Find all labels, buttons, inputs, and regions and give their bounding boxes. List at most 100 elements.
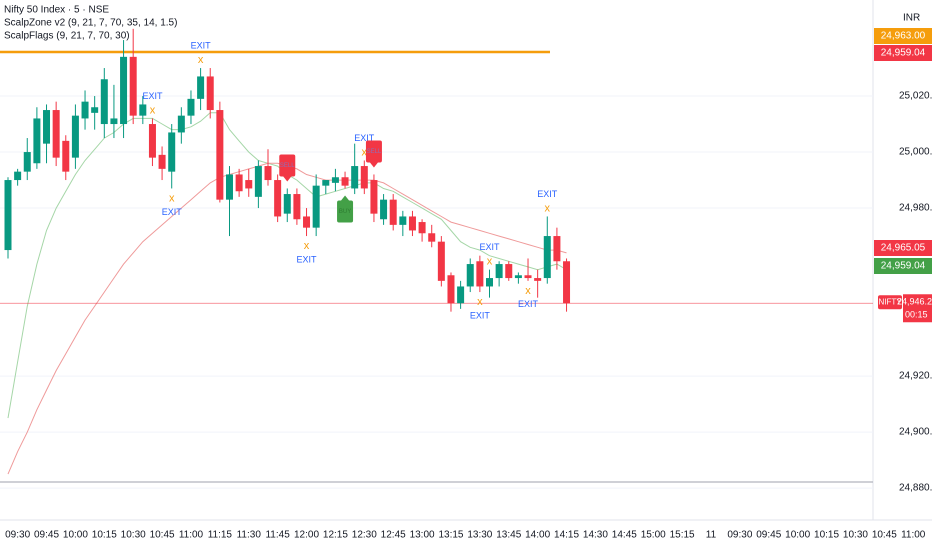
- candle-body: [418, 222, 426, 234]
- signal-tag: [279, 154, 296, 177]
- x-tick-label: 09:30: [5, 530, 30, 541]
- price-badge-label: 24,965.05: [881, 243, 926, 254]
- signal-tag-label: SELL: [367, 149, 382, 155]
- signal-label: EXIT: [470, 310, 491, 320]
- candle-body: [177, 115, 185, 133]
- candle-body: [129, 56, 137, 116]
- x-tick-label: 13:30: [467, 530, 492, 541]
- price-badge-label: 24,963.00: [881, 31, 926, 42]
- x-tick-label: 11:45: [265, 530, 290, 541]
- signal-tag-pointer: [283, 176, 292, 182]
- candle-body: [447, 275, 455, 304]
- signal-label: EXIT: [162, 207, 183, 217]
- candle-body: [312, 185, 320, 228]
- candle-body: [495, 264, 503, 279]
- last-price-badge: [903, 294, 932, 323]
- signal-label: x: [304, 240, 310, 252]
- candle-body: [52, 110, 60, 158]
- signal-label: x: [477, 296, 483, 308]
- x-tick-label: 11:00: [179, 530, 204, 541]
- candle-body: [341, 177, 349, 186]
- candle-body: [524, 275, 532, 279]
- x-tick-label: 14:15: [554, 530, 579, 541]
- signal-tag-pointer: [341, 195, 350, 201]
- x-tick-label: 15:15: [670, 530, 695, 541]
- x-tick-label: 14:30: [583, 530, 608, 541]
- price-badge: [874, 258, 932, 274]
- signal-label: x: [487, 256, 493, 268]
- candle-body: [120, 56, 128, 125]
- candle-body: [254, 166, 262, 197]
- x-tick-label: 15:00: [641, 530, 666, 541]
- x-tick-label: 13:00: [410, 530, 435, 541]
- last-price-label: 24,946.20: [897, 297, 932, 307]
- x-tick-label: 09:30: [727, 530, 752, 541]
- signal-label: x: [198, 54, 204, 66]
- signal-label: EXIT: [479, 242, 500, 252]
- x-tick-label: 14:45: [612, 530, 637, 541]
- candle-body: [274, 180, 282, 217]
- x-tick-label: 11:00: [901, 530, 926, 541]
- candle-body: [264, 166, 272, 181]
- y-tick-label: 25,020.00: [899, 91, 932, 102]
- signal-label: x: [545, 202, 551, 214]
- candle-body: [476, 261, 484, 287]
- candle-body: [543, 236, 551, 279]
- candle-body: [505, 264, 513, 279]
- x-tick-label: 09:45: [34, 530, 59, 541]
- candle-body: [399, 216, 407, 225]
- candle-body: [457, 286, 465, 304]
- y-tick-label: 25,000.00: [899, 147, 932, 158]
- signal-label: EXIT: [518, 299, 539, 309]
- x-tick-label: 11:15: [208, 530, 233, 541]
- candle-body: [514, 275, 522, 279]
- x-tick-label: 10:45: [150, 530, 175, 541]
- signal-tag: [337, 200, 354, 223]
- x-tick-label: 11:30: [237, 530, 262, 541]
- countdown-label: 00:15: [905, 310, 928, 320]
- candle-body: [380, 199, 388, 220]
- candle-body: [245, 180, 253, 189]
- candle-body: [139, 104, 147, 116]
- chart-title: Nifty 50 Index · 5 · NSE: [4, 5, 109, 16]
- y-tick-label: 24,900.00: [899, 427, 932, 438]
- candle-body: [33, 118, 41, 164]
- x-tick-label: 12:45: [381, 530, 406, 541]
- x-tick-label: 10:00: [785, 530, 810, 541]
- candle-body: [466, 264, 474, 287]
- symbol-badge: [878, 295, 902, 310]
- x-tick-label: 12:15: [323, 530, 348, 541]
- candle-body: [437, 241, 445, 281]
- price-badge: [874, 240, 932, 256]
- candle-body: [187, 98, 195, 116]
- candle-body: [14, 171, 22, 181]
- candle-body: [71, 115, 79, 158]
- candle-body: [100, 79, 108, 125]
- candle-body: [206, 76, 214, 111]
- x-tick-label: 12:00: [294, 530, 319, 541]
- y-tick-label: 24,980.00: [899, 203, 932, 214]
- signal-label: x: [169, 192, 175, 204]
- candle-body: [110, 118, 118, 125]
- candle-body: [81, 101, 89, 119]
- candle-body: [360, 166, 368, 189]
- x-tick-label: 13:15: [438, 530, 463, 541]
- price-badge-label: 24,959.04: [881, 48, 926, 59]
- candle-body: [235, 174, 243, 192]
- symbol-label: NIFTY: [878, 297, 902, 306]
- y-tick-label: 24,920.00: [899, 371, 932, 382]
- candle-body: [91, 107, 99, 113]
- signal-tag-pointer: [369, 162, 378, 168]
- candle-body: [283, 194, 291, 214]
- signal-label: EXIT: [142, 91, 163, 101]
- signal-tag: [365, 140, 382, 163]
- x-tick-label: 14:00: [525, 530, 550, 541]
- candle-body: [197, 76, 205, 99]
- x-tick-label: 13:45: [496, 530, 521, 541]
- signal-label: EXIT: [537, 189, 558, 199]
- candle-body: [389, 199, 397, 225]
- candle-body: [4, 180, 12, 251]
- candle-body: [168, 132, 176, 172]
